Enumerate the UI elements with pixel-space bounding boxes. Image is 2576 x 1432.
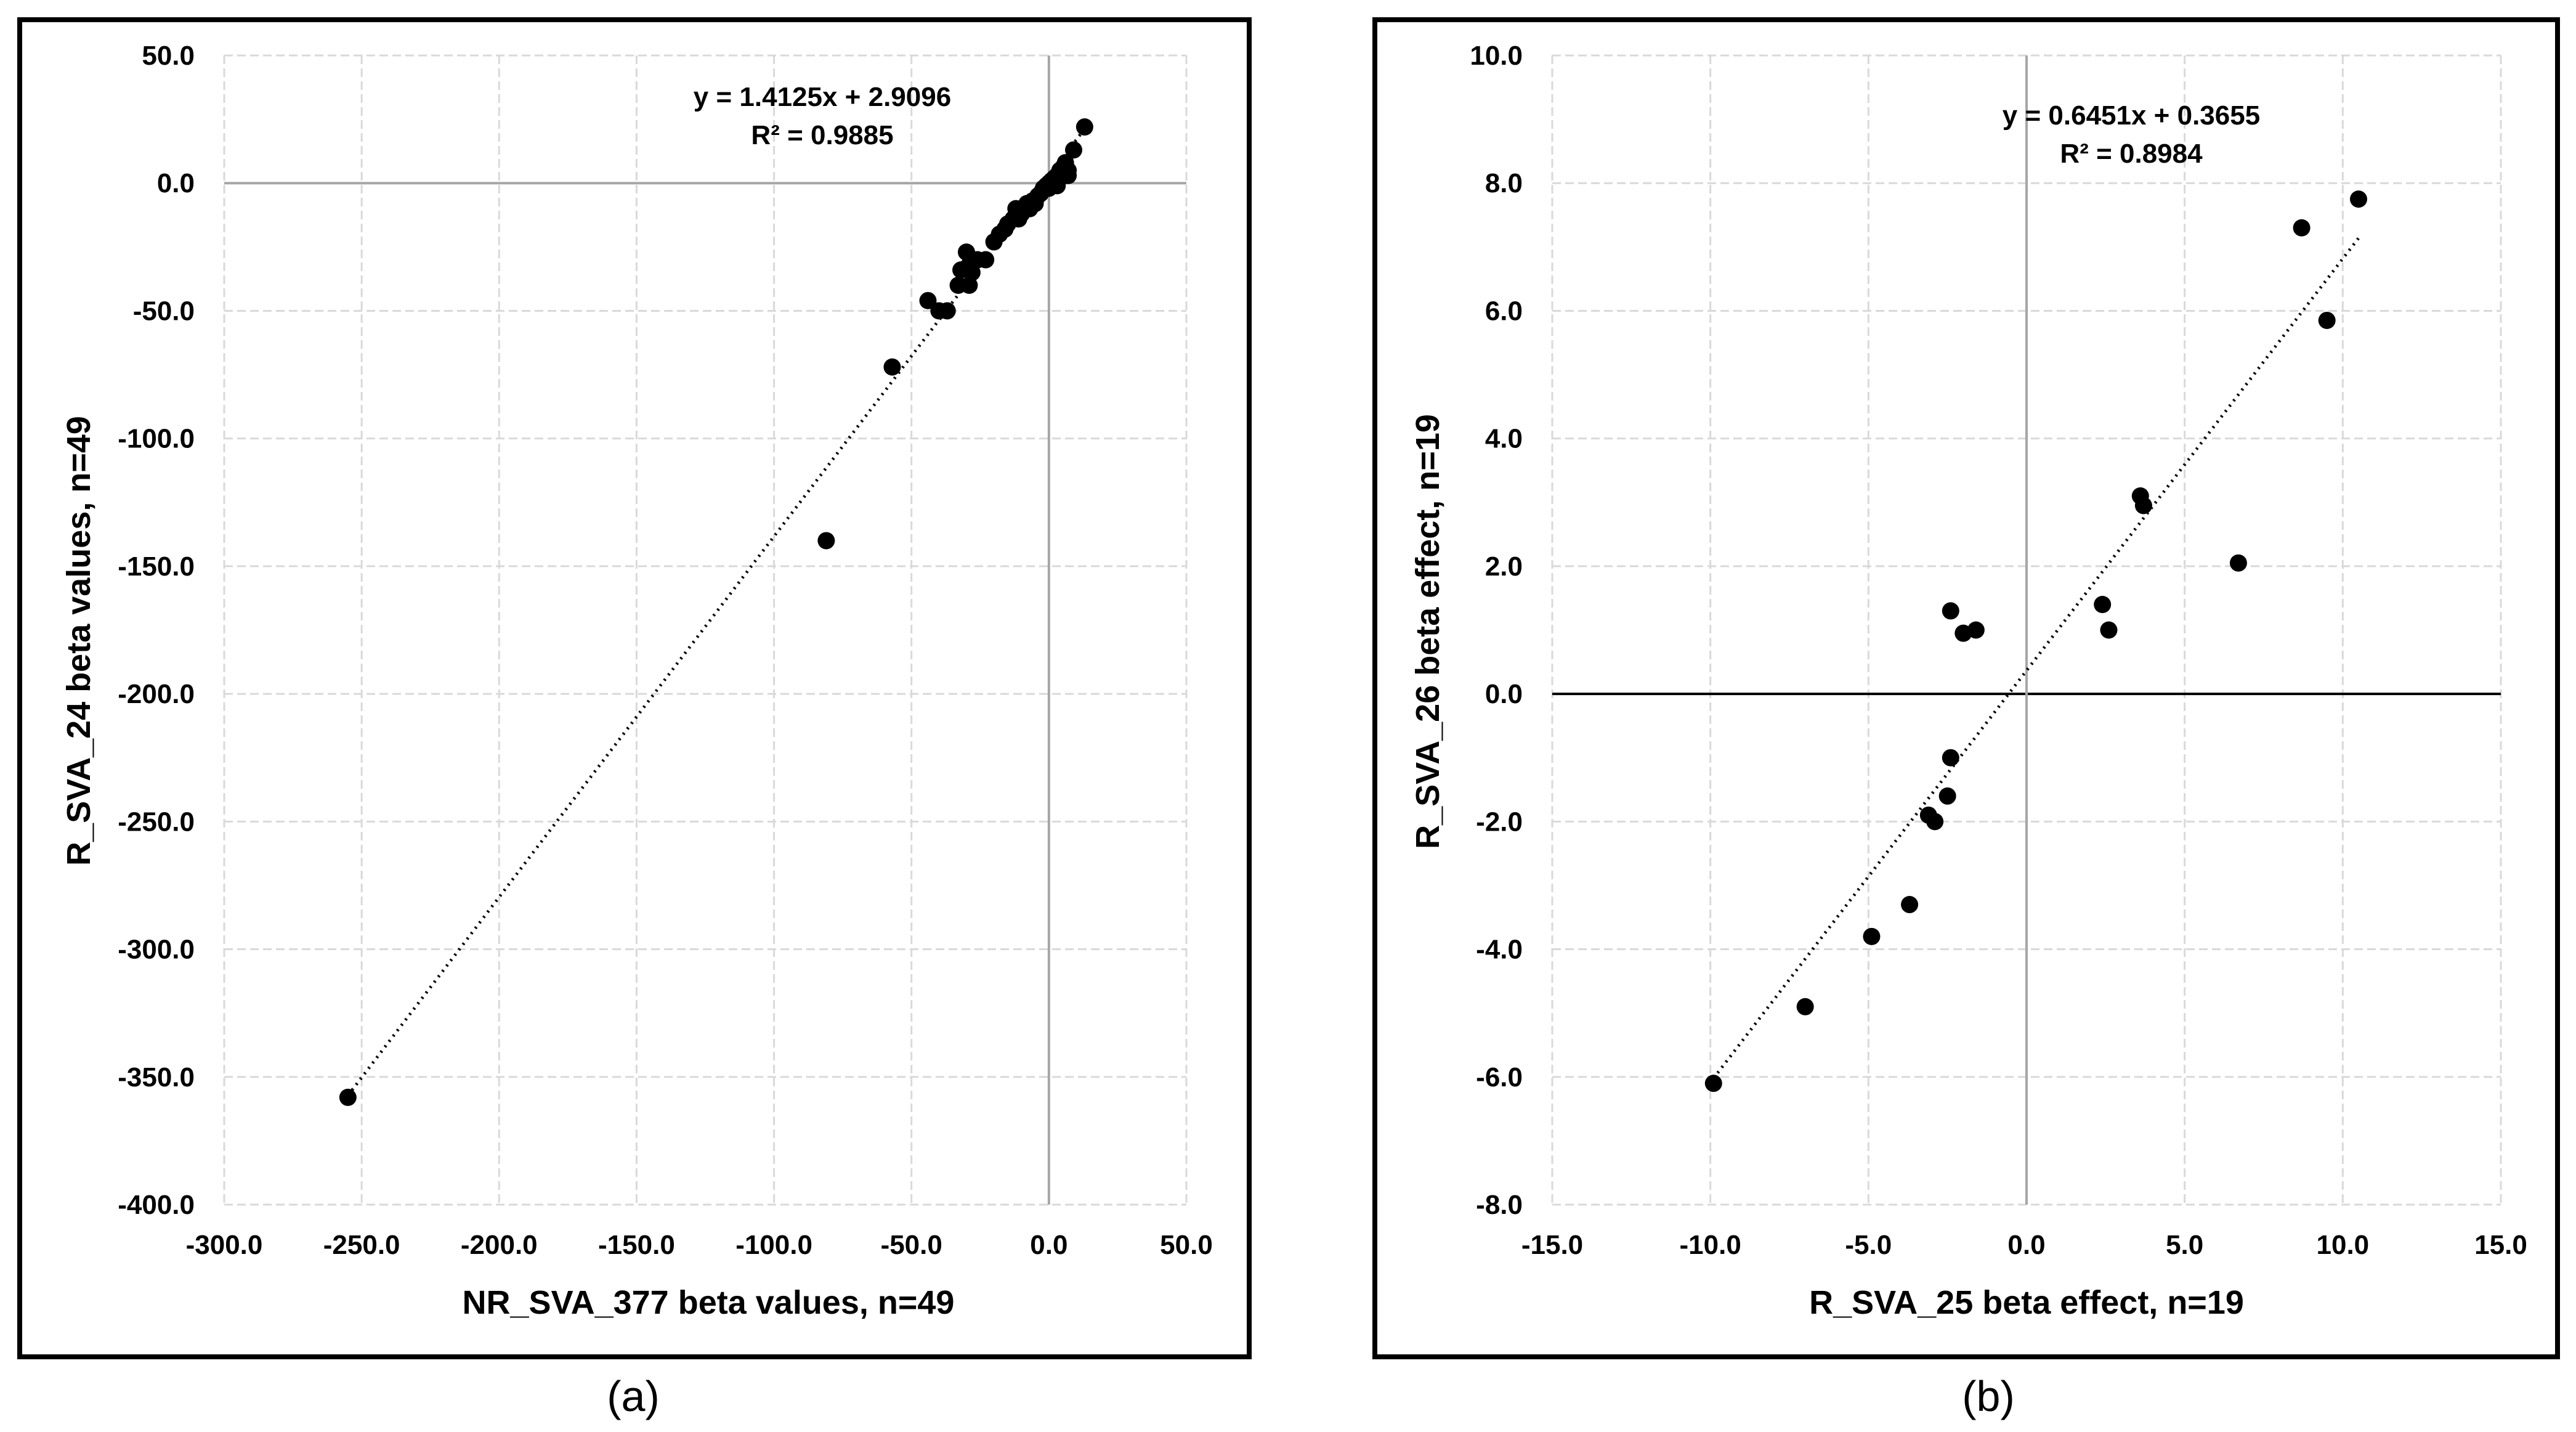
b-data-point: [2350, 190, 2367, 208]
b-data-point: [1926, 813, 1944, 831]
panel-a: -300.0 -250.0 -200.0 -150.0 -100.0 -50.0 0.0 50…: [17, 17, 1252, 1359]
panel-a-points: [339, 118, 1093, 1106]
b-y-tick-label: 6.0: [1485, 296, 1523, 326]
b-y-tick-label: 2.0: [1485, 551, 1523, 582]
a-data-point: [817, 532, 835, 550]
b-data-point: [1796, 998, 1814, 1015]
panel-b-y-axis-label: R_SVA_26 beta effect, n=19: [1409, 414, 1446, 849]
b-data-point: [1942, 602, 1959, 620]
b-data-point: [1942, 749, 1959, 767]
b-data-point: [2094, 596, 2112, 614]
b-data-point: [1967, 621, 1985, 639]
b-x-tick-label: 0.0: [2007, 1230, 2045, 1260]
b-y-tick-label: 0.0: [1485, 679, 1523, 709]
a-x-tick-label: -200.0: [461, 1230, 538, 1260]
a-x-tick-label: -250.0: [323, 1230, 400, 1260]
b-data-point: [2134, 497, 2152, 515]
a-x-tick-label: -150.0: [598, 1230, 675, 1260]
a-x-tick-label: -100.0: [735, 1230, 812, 1260]
panel-b-x-tick-labels: -15.0 -10.0 -5.0 0.0 5.0 10.0 15.0: [1521, 1230, 2527, 1260]
a-data-point: [938, 302, 956, 320]
b-data-point: [2229, 554, 2247, 572]
b-data-point: [2293, 219, 2311, 237]
b-y-tick-label: -2.0: [1476, 807, 1523, 837]
panel-b: -15.0 -10.0 -5.0 0.0 5.0 10.0 15.0 10.0 8.0 6.0 4…: [1372, 17, 2560, 1359]
b-data-point: [2318, 311, 2336, 329]
a-y-tick-label: -100.0: [118, 424, 195, 454]
a-y-tick-label: 50.0: [142, 41, 195, 71]
b-y-tick-label: -8.0: [1476, 1190, 1523, 1220]
b-y-tick-label: 4.0: [1485, 424, 1523, 454]
panel-a-x-axis-label: NR_SVA_377 beta values, n=49: [463, 1284, 955, 1321]
panel-b-frame: [1372, 17, 2560, 1359]
b-x-tick-label: -5.0: [1845, 1230, 1892, 1260]
b-y-tick-label: -4.0: [1476, 935, 1523, 965]
a-y-tick-label: -250.0: [118, 807, 195, 837]
b-x-tick-label: 5.0: [2166, 1230, 2203, 1260]
a-y-tick-label: 0.0: [157, 168, 195, 198]
a-data-point: [339, 1088, 357, 1106]
a-x-tick-label: -50.0: [881, 1230, 942, 1260]
panel-b-points: [1704, 190, 2367, 1092]
a-x-tick-label: 50.0: [1160, 1230, 1213, 1260]
panel-a-x-tick-labels: -300.0 -250.0 -200.0 -150.0 -100.0 -50.0 0.0 50…: [186, 1230, 1213, 1260]
panel-a-gridlines: [223, 54, 1188, 1206]
a-data-point: [919, 291, 937, 309]
b-data-point: [1704, 1075, 1722, 1092]
panel-a-y-axis-label: R_SVA_24 beta values, n=49: [60, 416, 97, 866]
panel-b-equation: y = 0.6451x + 0.3655: [2003, 100, 2260, 131]
panel-a-r-squared: R² = 0.9885: [751, 120, 893, 150]
panel-b-y-tick-labels: 10.0 8.0 6.0 4.0 2.0 0.0 -2.0 -4.0 -6.0 -8.0: [1470, 41, 1523, 1220]
panel-b-r-squared: R² = 0.8984: [2060, 139, 2203, 169]
b-y-tick-label: 10.0: [1470, 41, 1523, 71]
panel-b-zero-axes: [1552, 55, 2501, 1205]
a-y-tick-label: -200.0: [118, 679, 195, 709]
b-x-tick-label: 10.0: [2317, 1230, 2370, 1260]
panel-a-frame: [17, 17, 1252, 1359]
b-y-tick-label: 8.0: [1485, 168, 1523, 198]
panel-a-equation: y = 1.4125x + 2.9096: [694, 82, 951, 112]
panel-a-zero-axes: [224, 55, 1186, 1205]
b-y-tick-label: -6.0: [1476, 1062, 1523, 1092]
a-data-point: [977, 251, 995, 269]
panel-b-x-axis-label: R_SVA_25 beta effect, n=19: [1809, 1284, 2244, 1321]
panel-a-y-tick-labels: 50.0 0.0 -50.0 -100.0 -150.0 -200.0 -250.0 -300…: [118, 41, 195, 1220]
a-y-tick-label: -150.0: [118, 551, 195, 582]
a-y-tick-label: -400.0: [118, 1190, 195, 1220]
panel-a-label: (a): [607, 1372, 660, 1420]
a-y-tick-label: -300.0: [118, 935, 195, 965]
a-y-tick-label: -350.0: [118, 1062, 195, 1092]
b-x-tick-label: -10.0: [1680, 1230, 1741, 1260]
b-data-point: [1863, 927, 1881, 945]
a-data-point: [1059, 166, 1077, 184]
a-data-point: [883, 358, 901, 376]
a-x-tick-label: 0.0: [1030, 1230, 1067, 1260]
a-y-tick-label: -50.0: [133, 296, 195, 326]
b-x-tick-label: 15.0: [2474, 1230, 2527, 1260]
a-x-tick-label: -300.0: [186, 1230, 263, 1260]
b-data-point: [2100, 621, 2118, 639]
a-data-point: [1065, 141, 1083, 159]
panel-b-label: (b): [1962, 1372, 2015, 1420]
a-data-point: [1075, 118, 1093, 136]
b-x-tick-label: -15.0: [1521, 1230, 1583, 1260]
b-data-point: [1938, 787, 1956, 805]
panel-b-trendline: [1712, 237, 2360, 1080]
b-data-point: [1901, 896, 1919, 914]
